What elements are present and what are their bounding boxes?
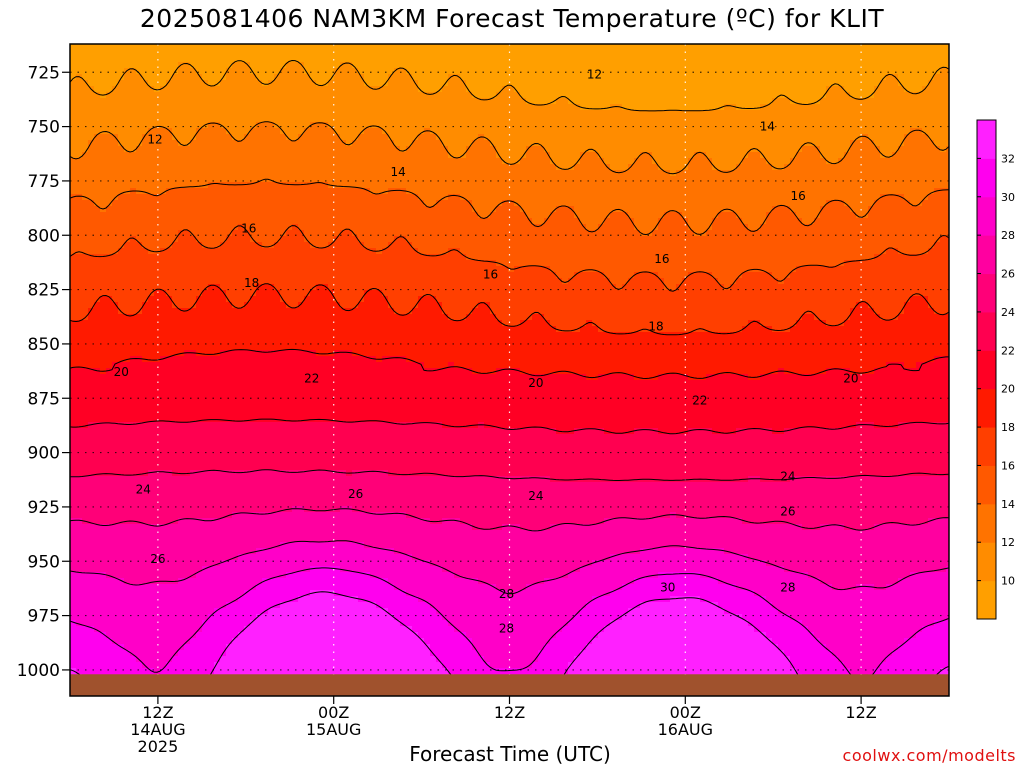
contour-label: 20 [114, 365, 129, 379]
x-tick-label: 16AUG [658, 720, 713, 739]
contour-label: 26 [150, 552, 165, 566]
contour-label: 26 [780, 504, 795, 518]
colorbar-swatch [977, 311, 996, 351]
x-axis-title: Forecast Time (UTC) [409, 742, 611, 766]
colorbar-label: 14 [1001, 498, 1015, 511]
colorbar-label: 12 [1001, 536, 1015, 549]
y-tick-label: 900 [28, 444, 60, 464]
contour-label: 20 [843, 372, 858, 386]
y-tick-label: 800 [28, 226, 60, 246]
colorbar-label: 22 [1001, 344, 1015, 357]
y-axis: 725 750 775 800 825 850 875 900 925 950 975 1000 [17, 63, 70, 681]
colorbar-swatch [977, 196, 996, 236]
y-tick-label: 750 [28, 118, 60, 138]
site-watermark: coolwx.com/modelts [842, 746, 1016, 765]
y-tick-label: 850 [28, 335, 60, 355]
colorbar-label: 18 [1001, 421, 1015, 434]
contour-label: 18 [648, 320, 663, 334]
colorbar-swatch [977, 120, 996, 159]
contour-line-28 [70, 540, 949, 595]
contour-line-18 [70, 283, 949, 336]
colorbar-label: 20 [1001, 383, 1015, 396]
y-tick-label: 1000 [17, 661, 60, 681]
contour-label: 16 [483, 267, 498, 281]
colorbar-label: 16 [1001, 459, 1015, 472]
x-tick-label: 14AUG [130, 720, 185, 739]
ground-surface [70, 674, 949, 696]
colorbar-label: 28 [1001, 229, 1015, 242]
contour-label: 24 [528, 489, 543, 503]
chart-title: 2025081406 NAM3KM Forecast Temperature (… [139, 4, 885, 33]
x-tick-label: 12Z [845, 703, 876, 722]
contour-label: 18 [244, 276, 259, 290]
contour-label: 16 [654, 252, 669, 266]
colorbar-swatch [977, 273, 996, 313]
colorbar-frame [976, 119, 997, 620]
colorbar-label: 10 [1001, 575, 1015, 588]
colorbar-swatch [977, 158, 996, 198]
x-tick-label: 2025 [138, 737, 179, 756]
contour-line-14 [70, 178, 949, 236]
ground-shading [70, 674, 949, 696]
x-tick-label: 12Z [494, 703, 525, 722]
x-tick-label: 12Z [142, 703, 173, 722]
contour-label: 28 [499, 622, 514, 636]
colorbar-swatch [977, 350, 996, 390]
contour-line-30 [70, 567, 949, 684]
contour-label: 16 [241, 222, 256, 236]
x-tick-label: 15AUG [306, 720, 361, 739]
contour-line-12 [70, 121, 949, 175]
colorbar: 10 12 14 16 18 20 22 24 26 28 30 32 [976, 119, 1015, 620]
x-tick-label: 00Z [318, 703, 349, 722]
colorbar-label: 24 [1001, 306, 1015, 319]
contour-label: 14 [391, 165, 406, 179]
colorbar-swatch [977, 235, 996, 275]
contour-label: 30 [660, 580, 675, 594]
contour-line-16 [70, 225, 949, 292]
contour-label: 22 [304, 372, 319, 386]
colorbar-swatch [977, 580, 996, 620]
colorbar-swatch [977, 465, 996, 505]
contour-line-10 [70, 59, 949, 112]
contour-label: 28 [780, 580, 795, 594]
contour-line-20 [70, 348, 949, 380]
y-tick-label: 975 [28, 607, 60, 627]
contour-label: 22 [692, 393, 707, 407]
contour-label: 16 [790, 189, 805, 203]
contour-labels: 12 12 14 14 16 16 16 16 18 18 20 20 20 22 22 24 24 24 26 26… [114, 67, 859, 635]
colorbar-label: 26 [1001, 268, 1015, 281]
contour-label: 26 [348, 487, 363, 501]
contour-label: 12 [587, 67, 602, 81]
colorbar-swatch [977, 427, 996, 466]
colorbar-label: 32 [1001, 152, 1015, 165]
contour-label: 24 [136, 483, 151, 497]
colorbar-swatch [977, 503, 996, 543]
x-tick-label: 00Z [670, 703, 701, 722]
contour-line-22 [70, 418, 949, 435]
contour-label: 12 [147, 133, 162, 147]
contour-line-26 [70, 508, 949, 532]
colorbar-swatch [977, 388, 996, 428]
colorbar-label: 30 [1001, 191, 1015, 204]
y-tick-label: 950 [28, 552, 60, 572]
y-tick-label: 825 [28, 281, 60, 301]
y-tick-label: 925 [28, 498, 60, 518]
y-tick-label: 725 [28, 63, 60, 83]
colorbar-swatch [977, 542, 996, 582]
contour-label: 28 [499, 587, 514, 601]
contour-label: 14 [760, 120, 775, 134]
contour-label: 20 [528, 376, 543, 390]
contour-label: 24 [780, 469, 795, 483]
y-tick-label: 775 [28, 172, 60, 192]
y-tick-label: 875 [28, 389, 60, 409]
contour-line-24 [70, 469, 949, 481]
